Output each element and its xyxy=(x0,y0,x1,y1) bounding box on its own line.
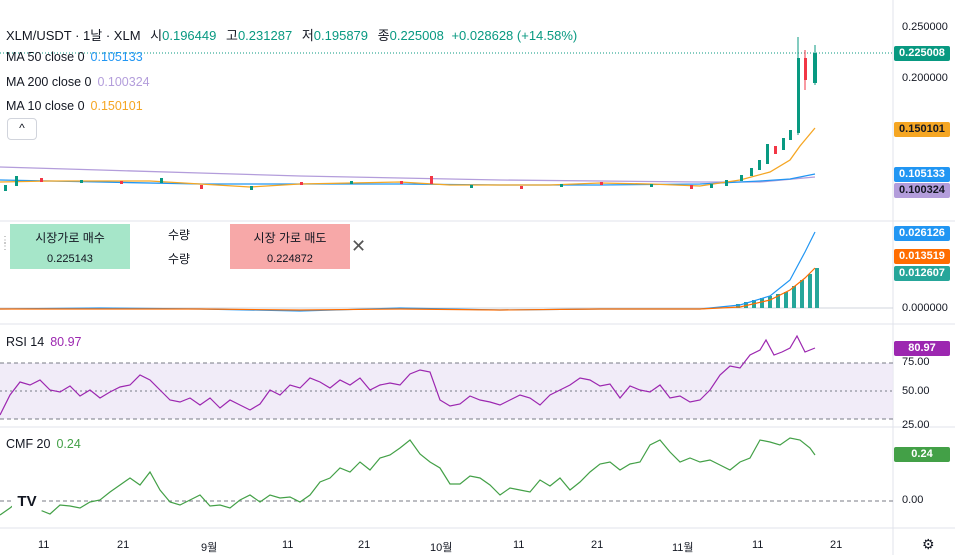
cmf-legend[interactable]: CMF 20 0.24 xyxy=(6,437,81,451)
macd-badge: 0.026126 xyxy=(894,226,950,241)
signal-badge: 0.013519 xyxy=(894,249,950,264)
change-value: +0.028628 (+14.58%) xyxy=(451,28,578,43)
buy-price: 0.225143 xyxy=(47,253,93,265)
histogram-badge: 0.012607 xyxy=(894,266,950,281)
chevron-up-icon: ^ xyxy=(19,121,25,135)
open-value: 0.196449 xyxy=(162,28,217,43)
x-tick: 21 xyxy=(358,539,371,551)
high-label: 고 xyxy=(225,28,238,43)
price-candles xyxy=(4,37,817,191)
ma50-badge: 0.105133 xyxy=(894,167,950,182)
price-tick: 0.250000 xyxy=(902,21,948,33)
ma10-legend[interactable]: MA 10 close 0 0.150101 xyxy=(6,99,143,113)
ma50-label: MA 50 close 0 xyxy=(6,50,85,64)
quantity-label: 수량 xyxy=(168,228,191,242)
ma10-line xyxy=(0,127,816,188)
ma200-label: MA 200 close 0 xyxy=(6,75,92,89)
rsi-label: RSI 14 xyxy=(6,335,45,349)
sell-price: 0.224872 xyxy=(267,253,313,265)
ma200-value: 0.100324 xyxy=(97,75,150,89)
low-value: 0.195879 xyxy=(313,28,369,43)
market-buy-button[interactable]: 시장가로 매수 0.225143 xyxy=(10,224,130,269)
cmf-label: CMF 20 xyxy=(6,437,51,451)
buy-label: 시장가로 매수 xyxy=(35,231,105,245)
rsi-legend[interactable]: RSI 14 80.97 xyxy=(6,335,82,349)
x-tick: 9월 xyxy=(201,542,218,554)
close-icon[interactable]: ✕ xyxy=(351,236,367,256)
sell-label: 시장 가로 매도 xyxy=(253,231,327,245)
high-value: 0.231287 xyxy=(237,28,293,43)
collapse-legend-button[interactable]: ^ xyxy=(7,118,37,140)
macd-signal xyxy=(0,267,816,311)
x-tick: 11 xyxy=(752,539,764,551)
last-price-badge: 0.225008 xyxy=(894,46,950,61)
x-tick: 21 xyxy=(591,539,604,551)
tradingview-logo[interactable]: TV xyxy=(12,491,42,513)
ma200-legend[interactable]: MA 200 close 0 0.100324 xyxy=(6,75,150,89)
ma200-badge: 0.100324 xyxy=(894,183,950,198)
macd-tick: 0.000000 xyxy=(902,302,948,314)
x-tick: 21 xyxy=(830,539,843,551)
cmf-value: 0.24 xyxy=(56,437,81,451)
ma10-badge: 0.150101 xyxy=(894,122,950,137)
rsi-tick: 25.00 xyxy=(902,419,930,431)
cmf-badge: 0.24 xyxy=(894,447,950,462)
gear-icon[interactable]: ⚙ xyxy=(922,536,935,552)
rsi-badge: 80.97 xyxy=(894,341,950,356)
x-tick: 11 xyxy=(282,539,294,551)
quantity-input[interactable]: 수량 xyxy=(168,252,191,266)
x-tick: 11 xyxy=(513,539,525,551)
rsi-tick: 50.00 xyxy=(902,385,930,397)
trade-panel: 시장가로 매수 0.225143 수량 수량 시장 가로 매도 0.224872… xyxy=(10,224,366,270)
x-tick: 11월 xyxy=(672,542,694,554)
low-label: 저 xyxy=(301,28,314,43)
symbol-name[interactable]: XLM/USDT · 1날 · XLM xyxy=(6,28,141,43)
cmf-tick: 0.00 xyxy=(902,494,924,506)
market-sell-button[interactable]: 시장 가로 매도 0.224872 xyxy=(230,224,350,269)
rsi-line xyxy=(0,334,816,416)
ma50-legend[interactable]: MA 50 close 0 0.105133 xyxy=(6,50,143,64)
ma10-value: 0.150101 xyxy=(90,99,143,113)
symbol-header: XLM/USDT · 1날 · XLM 시0.196449 고0.231287 … xyxy=(6,25,577,44)
x-tick: 10월 xyxy=(430,542,453,554)
x-tick: 21 xyxy=(117,539,130,551)
ma10-label: MA 10 close 0 xyxy=(6,99,85,113)
rsi-tick: 75.00 xyxy=(902,356,930,368)
close-label: 종 xyxy=(377,28,390,43)
price-tick: 0.200000 xyxy=(902,72,948,84)
rsi-value: 80.97 xyxy=(50,335,82,349)
cmf-line xyxy=(0,437,816,516)
x-tick: 11 xyxy=(38,539,50,551)
drag-handle-icon[interactable]: ⋮ ⋮ xyxy=(0,235,10,252)
ma50-value: 0.105133 xyxy=(90,50,143,64)
close-value: 0.225008 xyxy=(389,28,444,43)
ma200-line xyxy=(0,166,816,183)
open-label: 시 xyxy=(150,28,163,43)
